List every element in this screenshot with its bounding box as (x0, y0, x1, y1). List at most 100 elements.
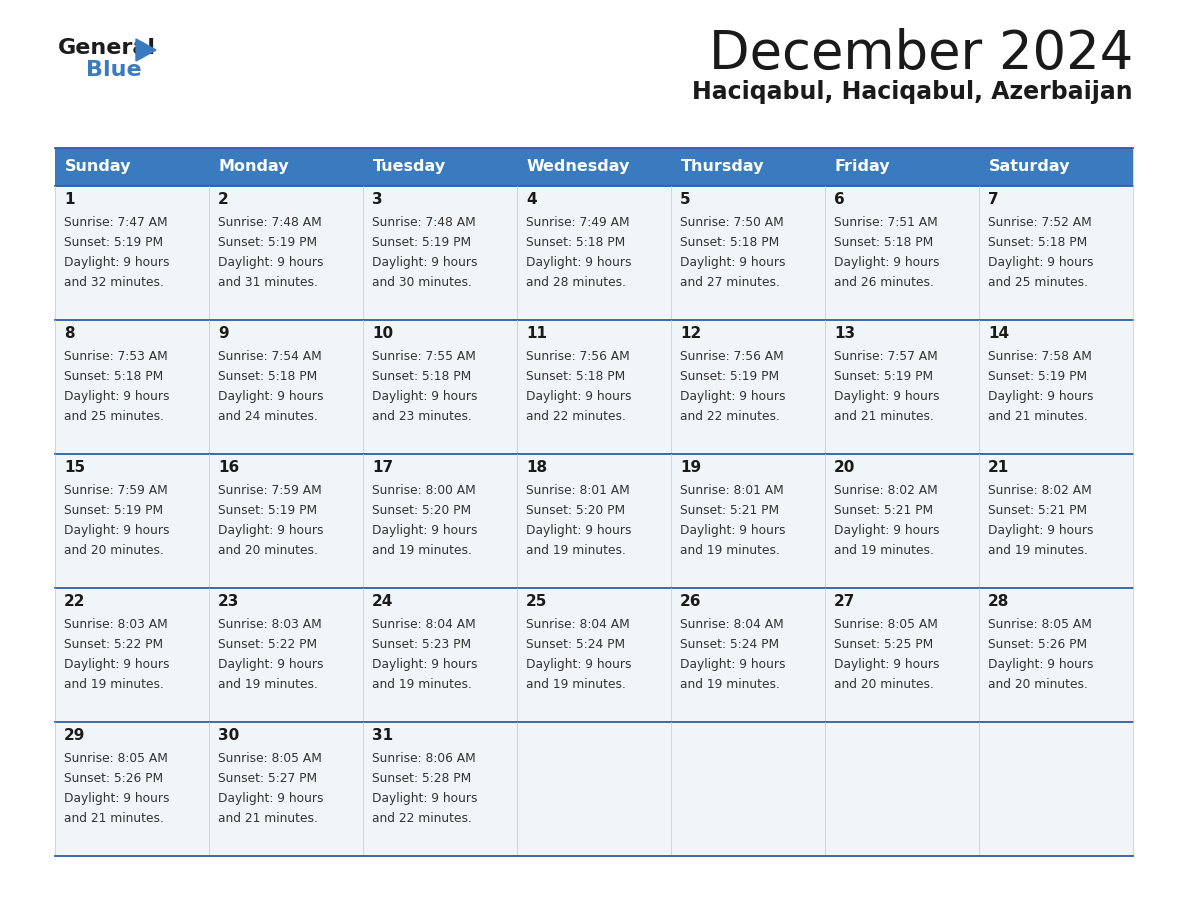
Bar (824, 722, 979, 856)
Text: 17: 17 (372, 460, 393, 475)
Text: and 25 minutes.: and 25 minutes. (988, 276, 1088, 289)
Text: and 30 minutes.: and 30 minutes. (372, 276, 472, 289)
Bar (55, 454, 209, 588)
Text: Sunrise: 8:03 AM: Sunrise: 8:03 AM (219, 618, 322, 631)
Text: 18: 18 (526, 460, 548, 475)
Text: Sunset: 5:22 PM: Sunset: 5:22 PM (64, 638, 163, 651)
Bar (671, 320, 824, 454)
Text: December 2024: December 2024 (709, 28, 1133, 80)
Text: and 22 minutes.: and 22 minutes. (680, 410, 779, 423)
Bar (824, 148, 979, 186)
Bar (209, 588, 364, 722)
Text: 14: 14 (988, 326, 1009, 341)
Text: Sunset: 5:23 PM: Sunset: 5:23 PM (372, 638, 472, 651)
Bar (517, 148, 671, 186)
Text: Sunset: 5:18 PM: Sunset: 5:18 PM (64, 370, 163, 383)
Text: Daylight: 9 hours: Daylight: 9 hours (988, 390, 1093, 403)
Text: Sunrise: 7:53 AM: Sunrise: 7:53 AM (64, 350, 168, 363)
Bar (671, 722, 824, 856)
Text: and 32 minutes.: and 32 minutes. (64, 276, 164, 289)
Text: Wednesday: Wednesday (527, 160, 631, 174)
Text: Sunrise: 7:47 AM: Sunrise: 7:47 AM (64, 216, 168, 229)
Text: Daylight: 9 hours: Daylight: 9 hours (680, 256, 785, 269)
Text: Daylight: 9 hours: Daylight: 9 hours (526, 256, 632, 269)
Text: Sunset: 5:18 PM: Sunset: 5:18 PM (372, 370, 472, 383)
Text: 11: 11 (526, 326, 546, 341)
Text: and 24 minutes.: and 24 minutes. (219, 410, 318, 423)
Text: Sunday: Sunday (65, 160, 132, 174)
Text: and 23 minutes.: and 23 minutes. (372, 410, 472, 423)
Text: Daylight: 9 hours: Daylight: 9 hours (834, 524, 940, 537)
Text: and 21 minutes.: and 21 minutes. (834, 410, 934, 423)
Text: Sunrise: 8:05 AM: Sunrise: 8:05 AM (988, 618, 1092, 631)
Text: and 31 minutes.: and 31 minutes. (219, 276, 318, 289)
Text: Sunset: 5:19 PM: Sunset: 5:19 PM (219, 504, 317, 517)
Text: Daylight: 9 hours: Daylight: 9 hours (988, 658, 1093, 671)
Bar (364, 320, 517, 454)
Text: Sunrise: 8:01 AM: Sunrise: 8:01 AM (526, 484, 630, 497)
Text: Sunset: 5:19 PM: Sunset: 5:19 PM (219, 236, 317, 249)
Text: Daylight: 9 hours: Daylight: 9 hours (988, 524, 1093, 537)
Bar (824, 454, 979, 588)
Bar (671, 588, 824, 722)
Text: and 21 minutes.: and 21 minutes. (988, 410, 1088, 423)
Text: 4: 4 (526, 192, 537, 207)
Text: Sunrise: 7:56 AM: Sunrise: 7:56 AM (526, 350, 630, 363)
Text: Sunset: 5:27 PM: Sunset: 5:27 PM (219, 772, 317, 785)
Text: and 22 minutes.: and 22 minutes. (526, 410, 626, 423)
Text: Daylight: 9 hours: Daylight: 9 hours (372, 792, 478, 805)
Text: and 19 minutes.: and 19 minutes. (834, 544, 934, 557)
Text: Sunrise: 7:59 AM: Sunrise: 7:59 AM (219, 484, 322, 497)
Text: and 19 minutes.: and 19 minutes. (372, 544, 472, 557)
Text: 25: 25 (526, 594, 548, 609)
Text: Daylight: 9 hours: Daylight: 9 hours (219, 390, 323, 403)
Text: Daylight: 9 hours: Daylight: 9 hours (526, 524, 632, 537)
Text: Daylight: 9 hours: Daylight: 9 hours (372, 256, 478, 269)
Bar (209, 186, 364, 320)
Text: 30: 30 (219, 728, 239, 743)
Bar (671, 148, 824, 186)
Text: Sunrise: 7:57 AM: Sunrise: 7:57 AM (834, 350, 937, 363)
Text: Sunset: 5:21 PM: Sunset: 5:21 PM (988, 504, 1087, 517)
Bar (979, 186, 1133, 320)
Text: and 26 minutes.: and 26 minutes. (834, 276, 934, 289)
Bar (209, 320, 364, 454)
Text: Sunset: 5:19 PM: Sunset: 5:19 PM (834, 370, 933, 383)
Text: 2: 2 (219, 192, 229, 207)
Text: Monday: Monday (219, 160, 290, 174)
Text: Sunrise: 8:05 AM: Sunrise: 8:05 AM (219, 752, 322, 765)
Text: Sunset: 5:19 PM: Sunset: 5:19 PM (64, 236, 163, 249)
Text: Sunrise: 8:04 AM: Sunrise: 8:04 AM (372, 618, 475, 631)
Bar (364, 148, 517, 186)
Text: Daylight: 9 hours: Daylight: 9 hours (64, 658, 170, 671)
Text: Sunrise: 7:48 AM: Sunrise: 7:48 AM (219, 216, 322, 229)
Bar (979, 722, 1133, 856)
Text: Sunrise: 7:59 AM: Sunrise: 7:59 AM (64, 484, 168, 497)
Bar (55, 148, 209, 186)
Text: Sunset: 5:18 PM: Sunset: 5:18 PM (834, 236, 934, 249)
Text: and 21 minutes.: and 21 minutes. (64, 812, 164, 825)
Text: 7: 7 (988, 192, 999, 207)
Text: Sunset: 5:19 PM: Sunset: 5:19 PM (372, 236, 472, 249)
Text: Sunrise: 8:03 AM: Sunrise: 8:03 AM (64, 618, 168, 631)
Bar (364, 588, 517, 722)
Bar (979, 148, 1133, 186)
Text: 31: 31 (372, 728, 393, 743)
Text: Sunrise: 8:05 AM: Sunrise: 8:05 AM (64, 752, 168, 765)
Text: Daylight: 9 hours: Daylight: 9 hours (219, 524, 323, 537)
Bar (517, 320, 671, 454)
Text: 15: 15 (64, 460, 86, 475)
Text: Sunset: 5:24 PM: Sunset: 5:24 PM (680, 638, 779, 651)
Text: and 20 minutes.: and 20 minutes. (219, 544, 318, 557)
Bar (979, 588, 1133, 722)
Text: Sunset: 5:20 PM: Sunset: 5:20 PM (372, 504, 472, 517)
Text: 1: 1 (64, 192, 75, 207)
Text: and 20 minutes.: and 20 minutes. (988, 678, 1088, 691)
Text: and 19 minutes.: and 19 minutes. (680, 544, 779, 557)
Bar (517, 454, 671, 588)
Text: 12: 12 (680, 326, 701, 341)
Text: Sunset: 5:28 PM: Sunset: 5:28 PM (372, 772, 472, 785)
Text: Daylight: 9 hours: Daylight: 9 hours (219, 792, 323, 805)
Text: 22: 22 (64, 594, 86, 609)
Text: 8: 8 (64, 326, 75, 341)
